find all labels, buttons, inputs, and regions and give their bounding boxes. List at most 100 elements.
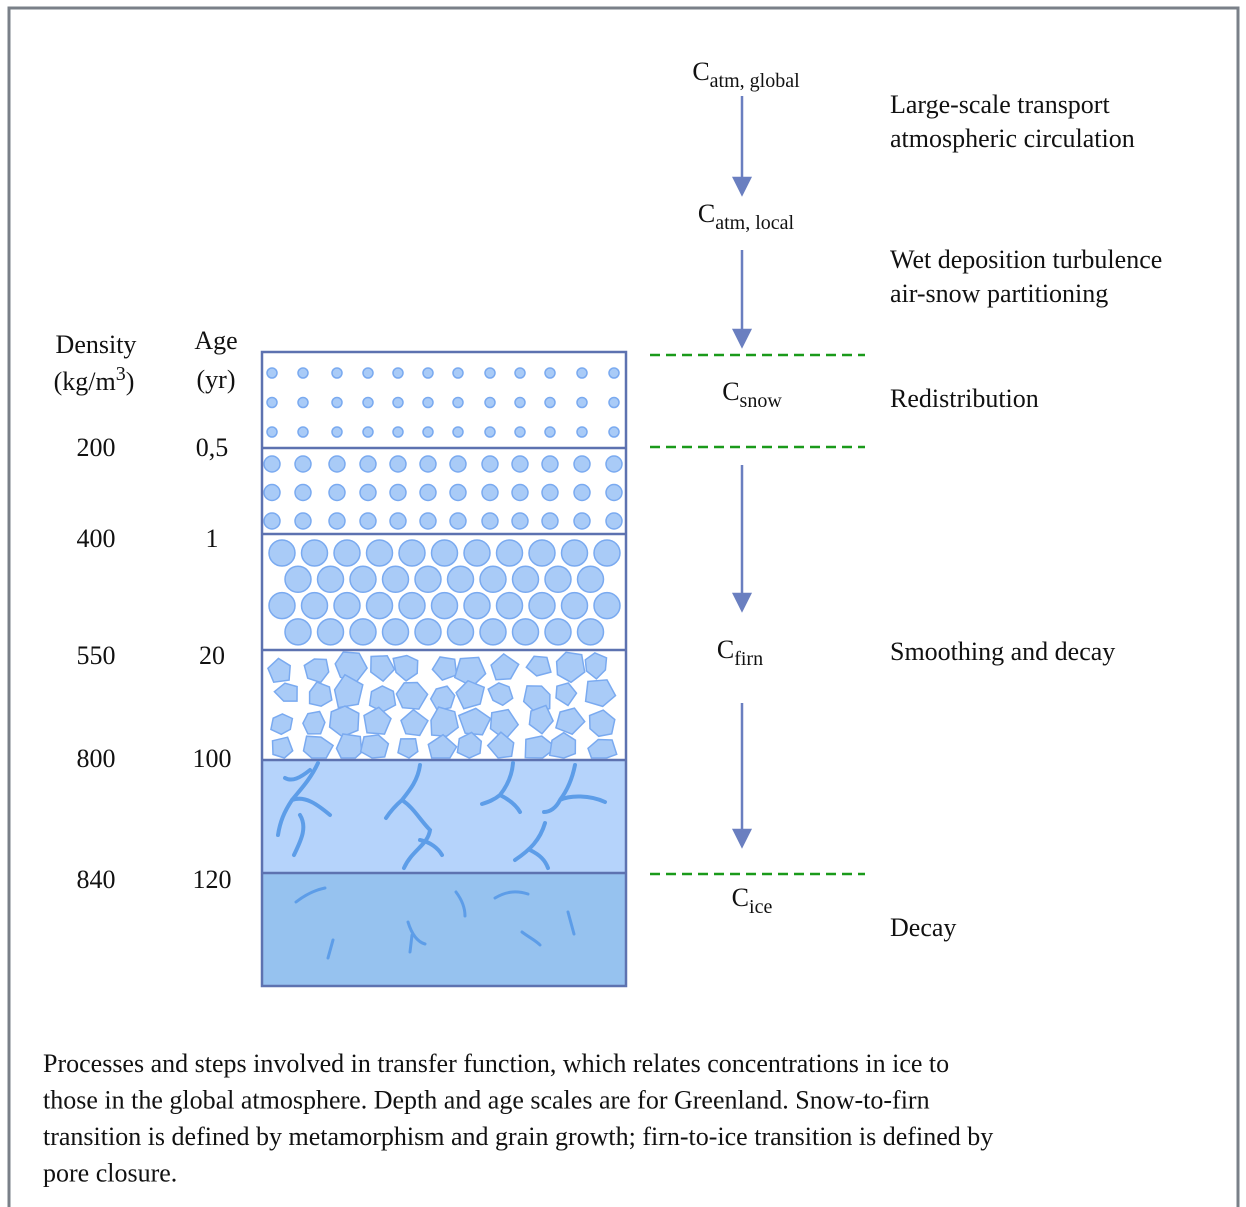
grain <box>415 619 441 645</box>
grain <box>590 710 615 736</box>
age-label: 100 <box>193 744 232 773</box>
grain <box>456 681 484 709</box>
age-header: Age <box>194 326 237 355</box>
grain <box>318 566 344 592</box>
grain <box>268 658 290 682</box>
grain <box>267 398 277 408</box>
grain <box>310 682 332 706</box>
grain <box>556 708 585 734</box>
density-label: 400 <box>77 524 116 553</box>
density-label: 200 <box>77 433 116 462</box>
grain <box>453 368 463 378</box>
grain <box>401 710 428 736</box>
grain <box>464 540 490 566</box>
grain <box>360 456 376 472</box>
grain <box>497 593 523 619</box>
grain <box>448 566 474 592</box>
process-label: Decay <box>890 913 956 942</box>
grain <box>329 456 345 472</box>
grain <box>491 654 519 680</box>
grain <box>545 566 571 592</box>
grain <box>485 398 495 408</box>
concentration-base: C <box>717 635 734 664</box>
concentration-label: Cfirn <box>717 635 763 670</box>
grain <box>542 456 558 472</box>
grain <box>578 619 604 645</box>
process-label: Wet deposition turbulence <box>890 245 1162 274</box>
grain <box>482 513 498 529</box>
grain <box>360 485 376 501</box>
grain <box>332 368 342 378</box>
grain <box>562 540 588 566</box>
grain <box>285 619 311 645</box>
process-label: Large-scale transport <box>890 90 1110 119</box>
grain <box>329 513 345 529</box>
grain <box>609 398 619 408</box>
grain <box>513 566 539 592</box>
grain <box>269 540 295 566</box>
grain <box>332 398 342 408</box>
grain <box>264 456 280 472</box>
concentration-base: C <box>692 57 709 86</box>
grain <box>585 653 606 679</box>
grain <box>363 368 373 378</box>
grain <box>457 732 481 758</box>
grain <box>453 427 463 437</box>
labels: 2000,5400155020800100840120Catm, globalC… <box>43 57 1162 1188</box>
grain <box>453 398 463 408</box>
grain <box>542 513 558 529</box>
grain <box>432 540 458 566</box>
process-label: air-snow partitioning <box>890 279 1108 308</box>
grain <box>586 680 616 707</box>
grain <box>383 619 409 645</box>
grain <box>304 736 334 758</box>
concentration-label: Catm, global <box>692 57 800 92</box>
arrows <box>734 96 750 846</box>
grain <box>393 368 403 378</box>
grain <box>298 368 308 378</box>
grain <box>415 566 441 592</box>
grain <box>450 456 466 472</box>
grain <box>273 737 293 758</box>
grain <box>574 456 590 472</box>
grain <box>482 456 498 472</box>
grain <box>432 593 458 619</box>
concentration-label: Cice <box>732 883 773 918</box>
grain <box>274 683 297 701</box>
concentration-sub: snow <box>740 390 783 412</box>
concentration-base: C <box>698 199 715 228</box>
age-label: 1 <box>206 524 219 553</box>
grain <box>515 427 525 437</box>
grain <box>295 485 311 501</box>
grain <box>577 427 587 437</box>
grain <box>363 427 373 437</box>
grain <box>298 427 308 437</box>
grain <box>432 657 456 680</box>
concentration-sub: atm, global <box>710 70 800 92</box>
grain <box>588 740 617 759</box>
caption-line: Processes and steps involved in transfer… <box>43 1049 949 1078</box>
grain <box>295 456 311 472</box>
grain <box>350 619 376 645</box>
caption-line: those in the global atmosphere. Depth an… <box>43 1086 930 1115</box>
grain <box>298 398 308 408</box>
grain <box>393 427 403 437</box>
frame <box>9 8 1238 1207</box>
concentration-sub: atm, local <box>715 212 794 234</box>
grain <box>423 398 433 408</box>
grain <box>609 368 619 378</box>
grain <box>485 427 495 437</box>
grain <box>529 540 555 566</box>
concentration-sub: firn <box>734 648 763 670</box>
grain <box>545 427 555 437</box>
age-label: 0,5 <box>196 433 229 462</box>
grain <box>361 735 389 758</box>
grain <box>448 619 474 645</box>
grain <box>485 368 495 378</box>
grain <box>420 513 436 529</box>
process-label: Smoothing and decay <box>890 637 1115 666</box>
grain <box>303 712 325 734</box>
grain <box>393 398 403 408</box>
grain <box>497 540 523 566</box>
grain <box>329 485 345 501</box>
